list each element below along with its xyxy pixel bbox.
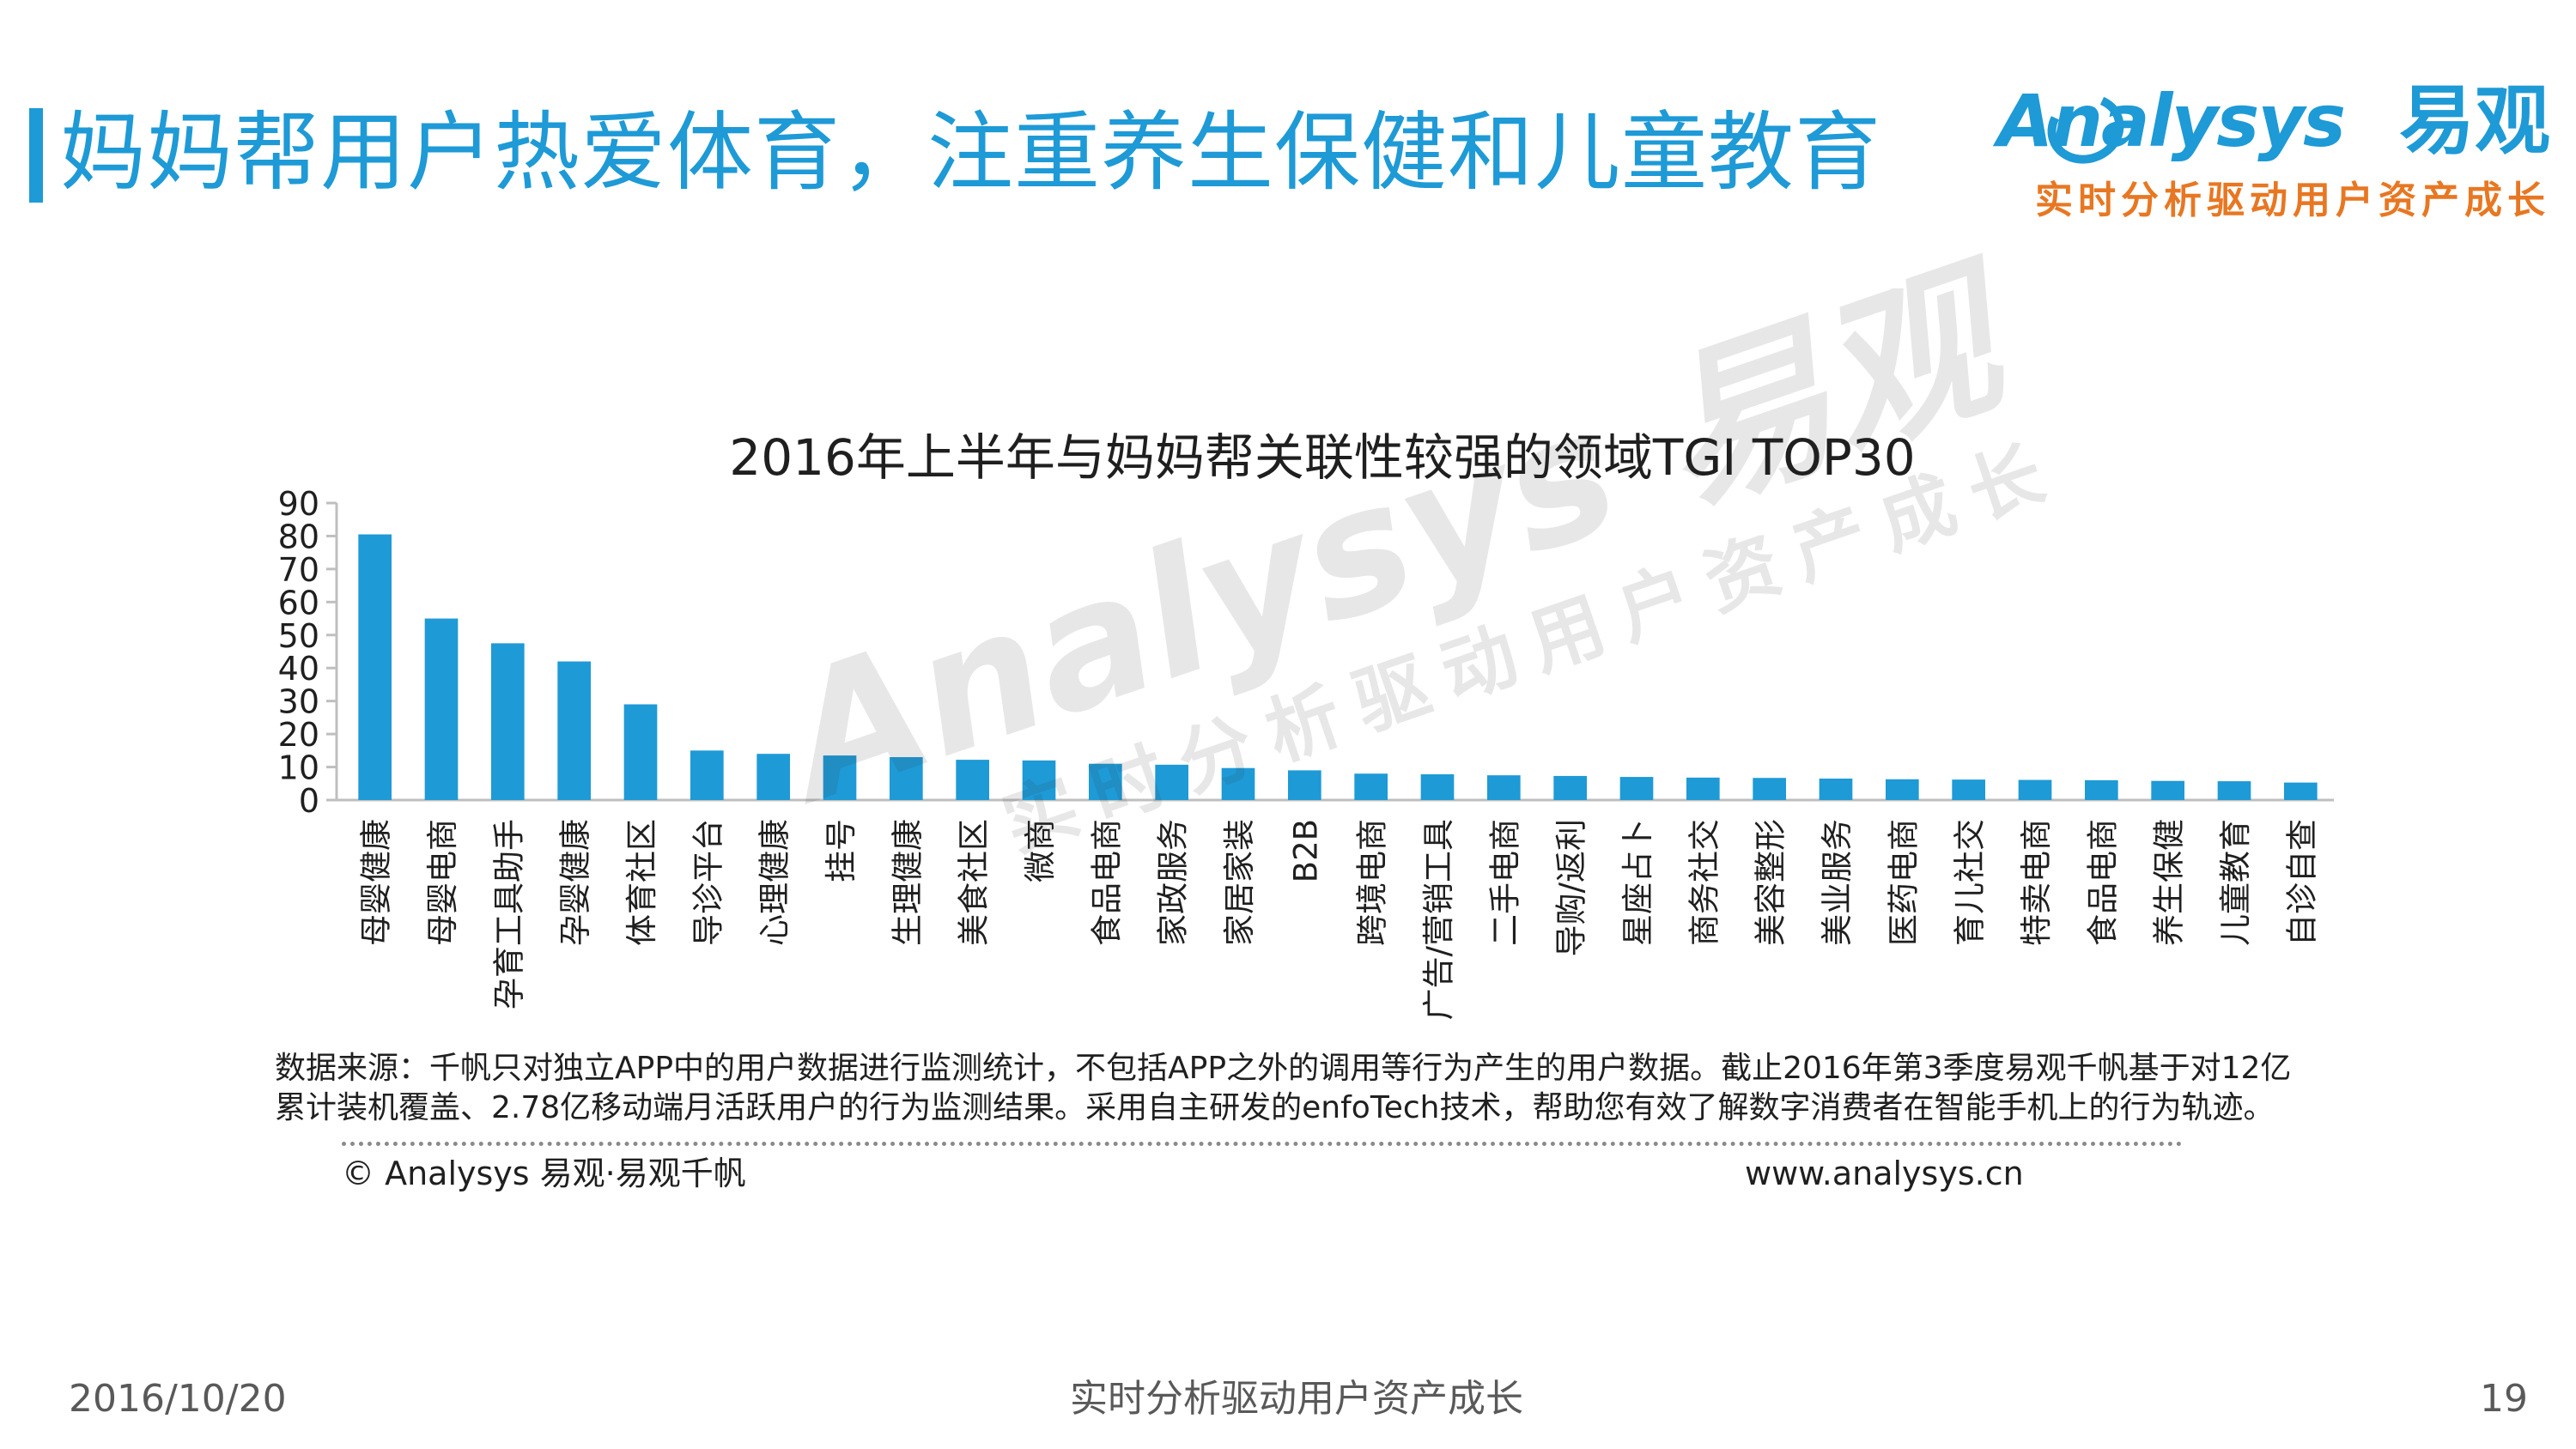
copyright: © Analysys 易观·易观千帆	[342, 1155, 746, 1192]
x-tick-label: 养生保健	[2151, 819, 2188, 946]
x-tick-label: 食品电商	[1088, 819, 1125, 946]
y-tick-label: 60	[278, 584, 319, 621]
logo-text: Analysys	[1997, 79, 2346, 163]
dotted-divider	[342, 1142, 2183, 1146]
x-tick-label: 家居家装	[1221, 819, 1258, 946]
x-tick-label: 家政服务	[1155, 819, 1192, 946]
x-tick-label: 母婴电商	[424, 819, 461, 946]
y-tick-label: 0	[299, 782, 319, 820]
title-accent-bar	[29, 108, 43, 203]
bar	[1686, 777, 1720, 800]
data-source-note: 数据来源：千帆只对独立APP中的用户数据进行监测统计，不包括APP之外的调用等行…	[275, 1051, 2292, 1125]
bar	[1619, 777, 1654, 800]
y-tick-label: 70	[278, 551, 319, 589]
y-tick-label: 30	[278, 683, 319, 721]
bar	[2018, 779, 2052, 800]
x-tick-label: 育儿社交	[1952, 819, 1989, 946]
x-tick-label: 广告/营销工具	[1420, 819, 1457, 1020]
bar	[557, 661, 591, 800]
y-tick-label: 90	[278, 485, 319, 523]
bar	[1221, 767, 1255, 800]
bar	[1089, 763, 1122, 800]
bar	[623, 704, 658, 800]
x-tick-label: 特卖电商	[2018, 819, 2055, 946]
x-tick-label: 孕育工具助手	[490, 819, 527, 1009]
bar	[1354, 773, 1388, 800]
website-link[interactable]: www.analysys.cn	[1745, 1155, 2024, 1192]
x-tick-label: 微商	[1022, 819, 1059, 882]
bar	[1487, 775, 1521, 800]
footer-date: 2016/10/20	[69, 1377, 287, 1421]
x-tick-label: 医药电商	[1885, 819, 1922, 946]
x-tick-label: 体育社区	[623, 819, 660, 946]
y-tick-label: 20	[278, 716, 319, 754]
bar	[756, 754, 790, 800]
logo-slogan: 实时分析驱动用户资产成长	[2035, 179, 2550, 222]
y-tick-label: 80	[278, 518, 319, 555]
x-tick-label: 星座占卜	[1619, 819, 1656, 946]
bar	[890, 757, 923, 800]
y-tick-label: 10	[278, 749, 319, 787]
x-tick-label: 儿童教育	[2217, 819, 2254, 946]
bar	[1288, 770, 1321, 800]
bar	[491, 643, 525, 800]
footer-slogan: 实时分析驱动用户资产成长	[1070, 1377, 1523, 1421]
x-tick-label: 心理健康	[756, 819, 793, 946]
page-title: 妈妈帮用户热爱体育，注重养生保健和儿童教育	[60, 102, 1881, 203]
bar	[1952, 779, 1985, 800]
x-tick-label: 食品电商	[2084, 819, 2121, 946]
bar	[1886, 779, 1919, 800]
x-tick-label: 导购/返利	[1553, 819, 1590, 956]
bar	[2151, 780, 2184, 800]
chart-title: 2016年上半年与妈妈帮关联性较强的领域TGI TOP30	[729, 428, 1916, 487]
bar	[956, 760, 989, 800]
x-tick-label: 母婴健康	[358, 819, 395, 946]
bar	[424, 618, 459, 800]
y-tick-label: 40	[278, 650, 319, 688]
x-tick-label: 美容整形	[1753, 819, 1789, 946]
x-tick-label: 美业服务	[1819, 819, 1856, 946]
x-tick-label: 跨境电商	[1354, 819, 1391, 946]
page-number: 19	[2480, 1377, 2528, 1421]
logo-cn-text: 易观	[2398, 76, 2550, 165]
bar	[823, 755, 857, 800]
bar	[358, 534, 392, 800]
x-tick-label: 自诊自查	[2283, 819, 2320, 946]
bar	[1553, 775, 1587, 800]
bar	[1420, 774, 1455, 800]
x-tick-label: 生理健康	[889, 819, 926, 946]
x-tick-label: 孕婴健康	[557, 819, 594, 946]
bar	[2284, 782, 2318, 800]
x-tick-label: 二手电商	[1486, 819, 1523, 946]
x-tick-label: B2B	[1287, 819, 1324, 882]
x-tick-label: 导诊平台	[690, 819, 726, 946]
analysys-logo: Analysys 易观 实时分析驱动用户资产成长	[1997, 74, 2550, 228]
bar	[2217, 781, 2251, 800]
bar	[690, 750, 724, 800]
bar	[1155, 764, 1188, 800]
bar	[2085, 779, 2118, 800]
bar	[1022, 760, 1056, 800]
bar	[1819, 779, 1853, 800]
x-tick-label: 商务社交	[1686, 819, 1722, 946]
bar	[1753, 778, 1786, 800]
y-tick-label: 50	[278, 617, 319, 655]
x-tick-label: 美食社区	[956, 819, 993, 946]
x-tick-label: 挂号	[823, 819, 860, 882]
